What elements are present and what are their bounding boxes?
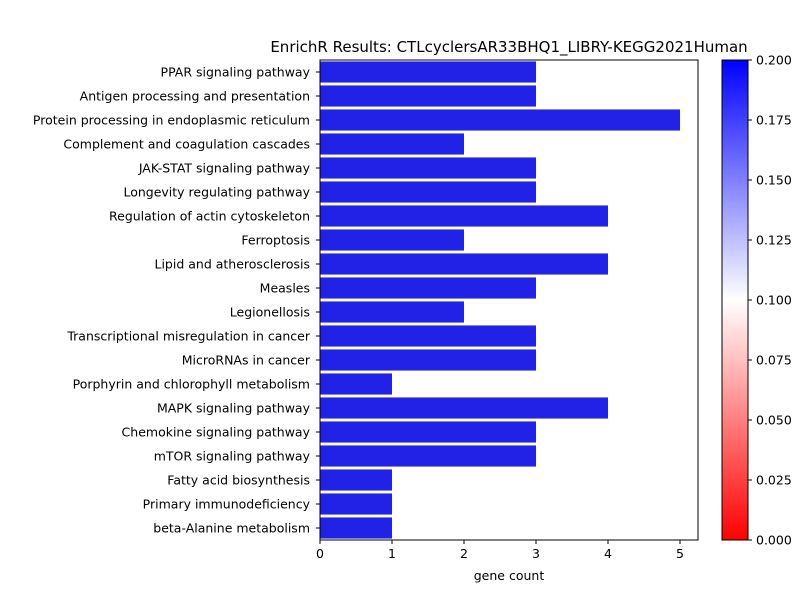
colorbar-tick-label: 0.025 [756, 473, 792, 488]
colorbar-tick-label: 0.150 [756, 173, 792, 188]
bar [320, 85, 536, 107]
category-label: Primary immunodeficiency [143, 497, 311, 512]
bars-group [320, 61, 680, 539]
category-label: Measles [260, 281, 310, 296]
category-label: Lipid and atherosclerosis [155, 257, 311, 272]
colorbar-tick-label: 0.100 [756, 293, 792, 308]
bar [320, 445, 536, 467]
colorbar-ticks: 0.000 0.025 0.050 0.075 0.100 0.125 0.150 0.175… [748, 53, 792, 548]
bar [320, 157, 536, 179]
colorbar [721, 59, 749, 541]
bar [320, 133, 464, 155]
category-label: Porphyrin and chlorophyll metabolism [73, 377, 310, 392]
x-tick-label: 1 [388, 546, 396, 561]
bar [320, 205, 608, 227]
bar [320, 229, 464, 251]
bar [320, 181, 536, 203]
x-tick-label: 5 [676, 546, 684, 561]
category-label: Antigen processing and presentation [80, 89, 310, 104]
category-label: Fatty acid biosynthesis [167, 473, 310, 488]
bar [320, 301, 464, 323]
category-label: Legionellosis [230, 305, 310, 320]
bar [320, 61, 536, 83]
category-label: beta-Alanine metabolism [153, 521, 310, 536]
bar [320, 397, 608, 419]
colorbar-tick-label: 0.050 [756, 413, 792, 428]
category-label: mTOR signaling pathway [154, 449, 311, 464]
bar [320, 517, 392, 539]
x-tick-label: 2 [460, 546, 468, 561]
bar [320, 253, 608, 275]
bar [320, 493, 392, 515]
category-label: Longevity regulating pathway [123, 185, 310, 200]
category-label: MicroRNAs in cancer [182, 353, 311, 368]
category-label: Protein processing in endoplasmic reticu… [33, 113, 310, 128]
category-label: JAK-STAT signaling pathway [138, 161, 311, 176]
colorbar-tick-label: 0.175 [756, 113, 792, 128]
category-label: Ferroptosis [241, 233, 310, 248]
x-tick-label: 3 [532, 546, 540, 561]
category-label: PPAR signaling pathway [161, 65, 311, 80]
x-tick-label: 4 [604, 546, 612, 561]
plot-frame [319, 59, 699, 541]
bar [320, 469, 392, 491]
category-label: Transcriptional misregulation in cancer [66, 329, 311, 344]
x-axis-ticks: 0 1 2 3 4 5 [316, 540, 684, 561]
category-label: MAPK signaling pathway [157, 401, 311, 416]
bar [320, 277, 536, 299]
x-tick-label: 0 [316, 546, 324, 561]
x-axis-label: gene count [474, 568, 545, 583]
category-label: Regulation of actin cytoskeleton [109, 209, 310, 224]
bar [320, 325, 536, 347]
category-label: Complement and coagulation cascades [63, 137, 310, 152]
category-labels: PPAR signaling pathway Antigen processing… [33, 65, 320, 536]
bar [320, 109, 680, 131]
chart-title: EnrichR Results: CTLcyclersAR33BHQ1_LIBR… [270, 38, 747, 57]
colorbar-tick-label: 0.125 [756, 233, 792, 248]
colorbar-tick-label: 0.000 [756, 533, 792, 548]
colorbar-tick-label: 0.075 [756, 353, 792, 368]
category-label: Chemokine signaling pathway [122, 425, 311, 440]
bar [320, 373, 392, 395]
colorbar-tick-label: 0.200 [756, 53, 792, 68]
bar [320, 421, 536, 443]
bar [320, 349, 536, 371]
